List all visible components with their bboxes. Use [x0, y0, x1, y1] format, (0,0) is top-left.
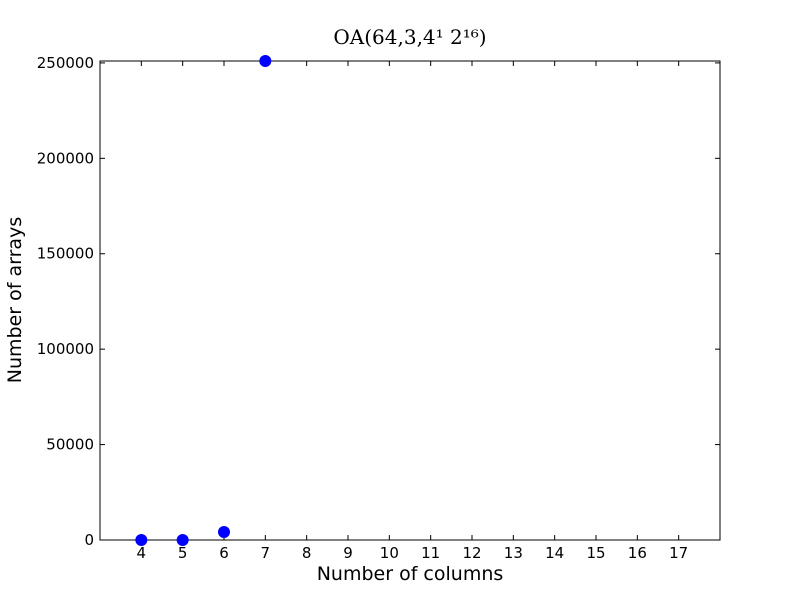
- x-tick-label: 7: [261, 544, 271, 562]
- y-tick-label: 50000: [46, 436, 94, 454]
- x-tick-label: 11: [421, 544, 440, 562]
- x-tick-label: 10: [380, 544, 399, 562]
- x-axis-label: Number of columns: [317, 563, 504, 585]
- y-tick-label: 0: [84, 531, 94, 549]
- point: [259, 55, 272, 67]
- point: [176, 534, 189, 546]
- point: [218, 525, 230, 538]
- x-tick-label: 14: [545, 544, 564, 562]
- x-tick-label: 9: [343, 544, 353, 562]
- x-tick-label: 12: [462, 544, 481, 562]
- x-tick-label: 16: [628, 544, 647, 562]
- x-tick-label: 13: [504, 544, 523, 562]
- y-axis-label: Number of arrays: [4, 217, 26, 383]
- x-tick-label: 15: [586, 544, 605, 562]
- x-tick-label: 8: [302, 544, 312, 562]
- y-tick-label: 200000: [37, 149, 94, 167]
- x-tick-label: 6: [219, 544, 229, 562]
- x-tick-label: 5: [178, 544, 188, 562]
- y-tick-label: 150000: [37, 245, 94, 263]
- y-tick-label: 250000: [37, 54, 94, 72]
- plot-frame: [99, 60, 721, 541]
- y-tick-label: 100000: [37, 340, 94, 358]
- chart-title: OA(64,3,4¹ 2¹⁶): [333, 25, 486, 49]
- x-tick-label: 17: [669, 544, 688, 562]
- point: [135, 534, 148, 546]
- x-tick-label: 4: [137, 544, 147, 562]
